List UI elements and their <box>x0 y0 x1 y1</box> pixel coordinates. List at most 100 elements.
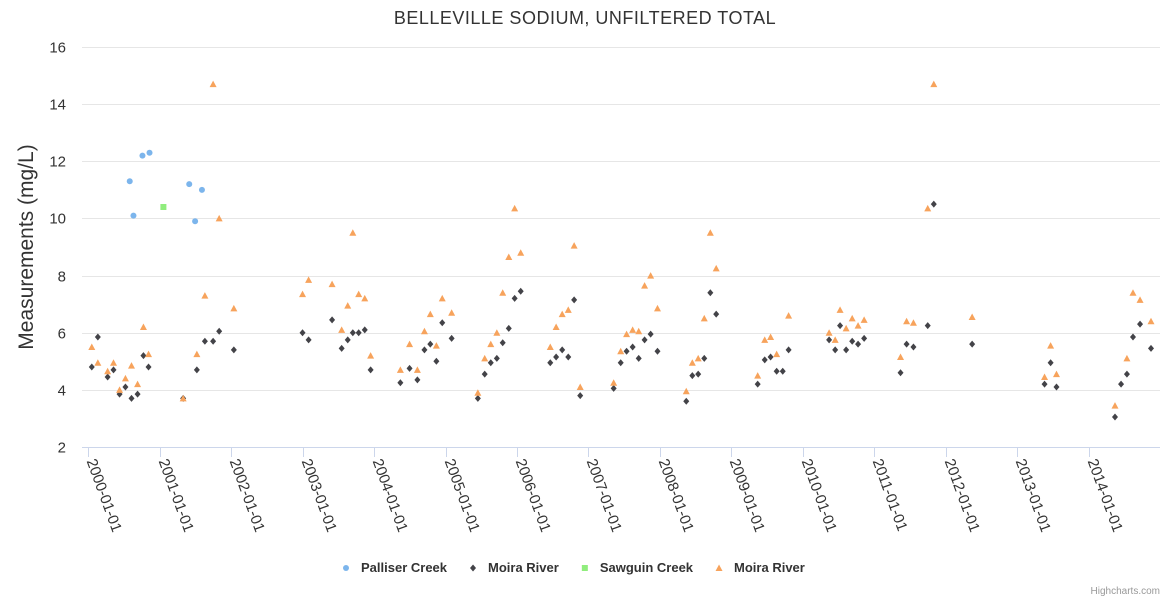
data-point <box>305 276 313 283</box>
data-point <box>854 322 862 329</box>
data-point <box>706 229 714 236</box>
data-point <box>126 178 133 185</box>
data-point <box>842 324 850 332</box>
data-point <box>305 336 312 344</box>
data-point <box>610 379 618 386</box>
x-tick-label: 2013-01-01 <box>1012 457 1054 535</box>
data-point <box>565 353 572 361</box>
data-point <box>134 380 142 388</box>
data-point <box>773 350 781 358</box>
x-tick-label: 2005-01-01 <box>441 457 483 535</box>
data-point <box>623 330 631 338</box>
data-point <box>860 316 868 323</box>
data-point <box>843 346 850 354</box>
data-point <box>832 346 839 354</box>
data-point <box>688 359 696 366</box>
data-point <box>367 366 374 374</box>
data-point <box>653 304 661 312</box>
data-point <box>909 319 917 326</box>
data-point <box>1052 370 1060 378</box>
data-point <box>1041 373 1049 380</box>
data-point <box>487 359 494 367</box>
data-point <box>186 181 193 188</box>
data-point <box>1123 354 1131 362</box>
legend-item[interactable]: Sawguin Creek <box>581 560 694 575</box>
x-tick-label: 2007-01-01 <box>583 457 625 535</box>
series-diamond <box>88 200 1154 421</box>
data-point <box>426 310 434 318</box>
data-point <box>610 384 617 392</box>
data-point <box>406 364 413 372</box>
data-point <box>361 294 369 302</box>
data-point <box>553 353 560 361</box>
data-point <box>511 204 519 212</box>
data-point <box>474 389 482 396</box>
data-point <box>897 353 905 360</box>
data-point <box>140 352 147 360</box>
data-point <box>146 149 153 156</box>
y-axis-title: Measurements (mg/L) <box>15 144 38 349</box>
data-point <box>329 316 336 324</box>
credits-link[interactable]: Highcharts.com <box>1091 586 1160 597</box>
data-point <box>367 352 375 359</box>
y-gridlines <box>82 47 1160 391</box>
data-point <box>338 326 346 333</box>
series-triangle <box>88 80 1155 409</box>
data-point <box>414 376 421 384</box>
data-point <box>831 336 839 343</box>
data-point <box>88 343 96 350</box>
data-point <box>924 322 931 330</box>
legend-item[interactable]: Palliser Creek <box>343 560 448 575</box>
data-points <box>88 80 1155 421</box>
data-point <box>338 344 345 352</box>
data-point <box>1137 320 1144 328</box>
data-point <box>910 343 917 351</box>
y-tick-label: 8 <box>58 269 66 286</box>
data-point <box>779 367 786 375</box>
data-point <box>299 329 306 337</box>
y-tick-label: 14 <box>49 97 66 114</box>
data-point <box>193 366 200 374</box>
data-point <box>547 359 554 367</box>
data-point <box>848 314 856 322</box>
legend-symbol <box>581 565 588 571</box>
y-tick-label: 4 <box>58 383 66 400</box>
data-point <box>397 379 404 387</box>
data-point <box>564 306 572 313</box>
data-point <box>861 334 868 342</box>
data-point <box>682 387 690 395</box>
data-point <box>826 336 833 344</box>
y-tick-label: 10 <box>49 211 66 228</box>
data-point <box>145 363 152 371</box>
data-point <box>1147 344 1154 352</box>
data-point <box>546 343 554 350</box>
data-point <box>432 342 440 349</box>
data-point <box>355 290 363 298</box>
data-point <box>559 346 566 354</box>
data-point <box>474 394 481 402</box>
legend[interactable]: Palliser Creek Moira River Sawguin Creek Mo… <box>343 560 805 575</box>
data-point <box>654 347 661 355</box>
data-point <box>577 392 584 400</box>
data-point <box>493 354 500 362</box>
legend-item[interactable]: Moira River <box>715 560 805 575</box>
data-point <box>427 340 434 348</box>
data-point <box>438 294 446 302</box>
data-point <box>493 329 501 336</box>
x-tick-label: 2006-01-01 <box>512 457 554 535</box>
data-point <box>761 356 768 364</box>
x-axis: 2000-01-01 2001-01-01 2002-01-01 2003-01-01… <box>83 447 1126 534</box>
data-point <box>110 366 117 374</box>
data-point <box>94 359 102 366</box>
x-tick-label: 2004-01-01 <box>369 457 411 535</box>
data-point <box>215 214 223 222</box>
data-point <box>641 282 649 289</box>
data-point <box>773 367 780 375</box>
data-point <box>629 343 636 351</box>
legend-label: Moira River <box>734 560 805 575</box>
data-point <box>837 322 844 330</box>
data-point <box>344 336 351 344</box>
data-point <box>754 372 762 379</box>
data-point <box>420 327 428 335</box>
legend-item[interactable]: Moira River <box>470 560 559 575</box>
